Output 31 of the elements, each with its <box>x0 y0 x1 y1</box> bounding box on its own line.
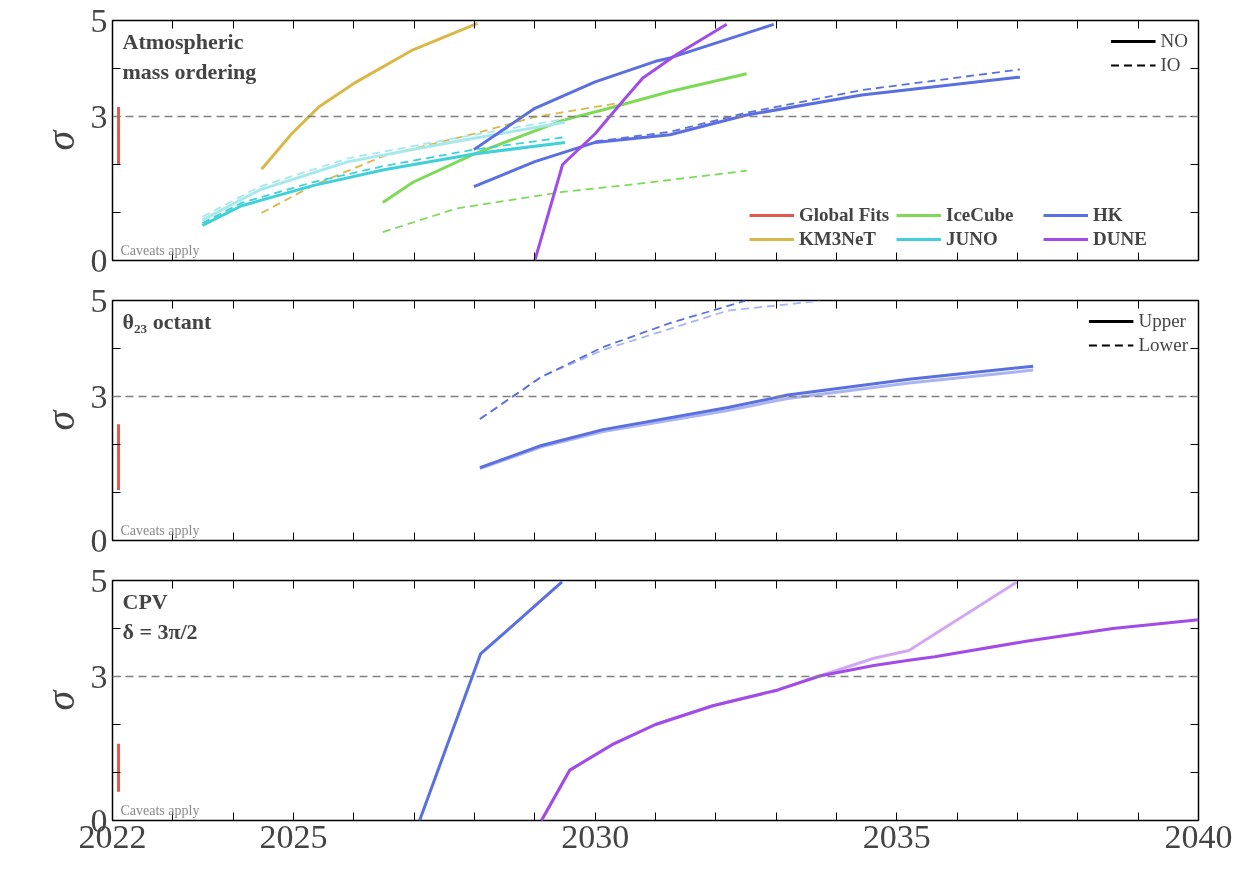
y-axis-title: σ <box>37 689 83 711</box>
legend-label: Lower <box>1138 334 1188 356</box>
annotation: Caveats apply <box>120 522 200 538</box>
x-tick-label: 2025 <box>259 817 328 855</box>
y-tick-label: 3 <box>90 657 108 695</box>
text: Atmospheric mass ordering <box>122 28 257 84</box>
legend-label: KM3NeT <box>799 228 878 250</box>
annotation: Caveats apply <box>120 242 200 258</box>
legend-label: DUNE <box>1093 228 1148 250</box>
y-axis-title: σ <box>37 129 83 151</box>
legend-label: IO <box>1160 54 1181 76</box>
text: CPV δ = 3π/2 <box>122 588 198 644</box>
y-tick-label: 3 <box>90 97 108 135</box>
x-tick-label: 2040 <box>1164 817 1233 855</box>
chart-title: θ₂₃ octant <box>122 308 212 334</box>
legend-label: Upper <box>1138 310 1186 332</box>
legend-label: NO <box>1160 30 1188 52</box>
annotation: Caveats apply <box>120 802 200 818</box>
legend-label: Global Fits <box>799 204 891 226</box>
y-tick-label: 0 <box>90 241 108 279</box>
y-axis-title: σ <box>37 409 83 431</box>
y-tick-label: 5 <box>90 1 108 39</box>
legend-label: HK <box>1093 204 1124 226</box>
y-tick-label: 5 <box>90 281 108 319</box>
legend-label: JUNO <box>946 228 999 250</box>
legend-label: IceCube <box>946 204 1015 226</box>
y-tick-label: 3 <box>90 377 108 415</box>
y-tick-label: 0 <box>90 521 108 559</box>
y-tick-label: 5 <box>90 561 108 599</box>
x-tick-label: 2030 <box>561 817 630 855</box>
x-tick-label: 2035 <box>862 817 931 855</box>
